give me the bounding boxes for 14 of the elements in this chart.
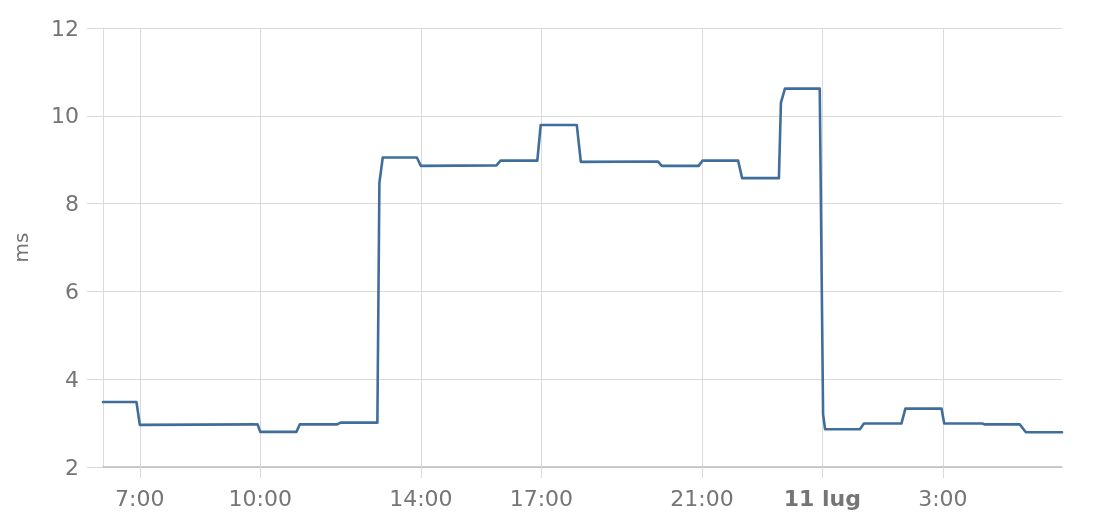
x-tick-label: 11 lug <box>783 485 862 511</box>
y-tick-label: 8 <box>65 191 79 217</box>
y-tick-label: 10 <box>51 103 79 129</box>
y-tick-label: 6 <box>65 278 79 304</box>
y-tick-label: 4 <box>65 366 79 392</box>
y-tick-label: 2 <box>65 454 79 480</box>
x-tick-label: 21:00 <box>670 485 734 511</box>
y-axis-title: ms <box>9 232 33 263</box>
x-tick-label: 7:00 <box>115 485 165 511</box>
x-tick-label: 3:00 <box>918 485 968 511</box>
y-tick-label: 12 <box>51 15 79 41</box>
x-tick-label: 14:00 <box>389 485 453 511</box>
x-tick-label: 17:00 <box>509 485 574 511</box>
x-tick-label: 10:00 <box>228 485 292 511</box>
